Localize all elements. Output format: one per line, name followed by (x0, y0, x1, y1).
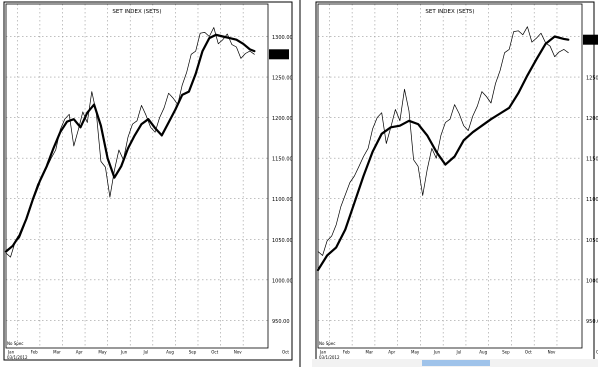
y-tick-label: 950.00 (272, 319, 290, 325)
x-tick-label: Oct (525, 350, 532, 355)
x-tick-label: Sep (502, 350, 510, 355)
x-tick-label: Feb (31, 350, 39, 355)
y-tick-label: 1000.00 (272, 278, 293, 284)
x-tick-label: Aug (479, 350, 487, 355)
y-tick-label: 1250.00 (586, 76, 598, 82)
x-tick-label: Mar (366, 350, 374, 355)
chart-title: SET INDEX (SET5) (112, 9, 161, 15)
x-tick-label: Jun (120, 350, 128, 355)
x-tick-label: Jan (319, 350, 327, 355)
y-tick-label: 1000.00 (586, 278, 598, 284)
last-value-marker (269, 49, 289, 60)
x-tick-label: May (98, 350, 107, 355)
y-tick-label: 1050.00 (272, 238, 293, 244)
x-tick-label: May (411, 350, 420, 355)
x-tick-label: Mar (53, 350, 61, 355)
chart-frame (315, 1, 595, 361)
x-tick-label: Jul (456, 350, 462, 355)
chart-title: SET INDEX (SET5) (425, 9, 474, 15)
plot-area (5, 3, 269, 349)
x-tick-label: Nov (234, 350, 242, 355)
chart-frame (3, 1, 293, 361)
x-tick-label: Jun (433, 350, 441, 355)
chart-panel-2: 950.00 1000.00 1050.00 1100.00 1150.00 1200.0… (315, 1, 598, 361)
bottom-scrollbar[interactable] (312, 359, 598, 367)
charts-root: 950.00 1000.00 1050.00 1100.00 1150.00 1200.0… (3, 1, 598, 361)
footer-date-label: 03/1/2012 (319, 355, 340, 360)
x-tick-label: Aug (166, 350, 174, 355)
y-tick-label: 1150.00 (586, 157, 598, 163)
y-tick-label: 1250.00 (272, 76, 293, 82)
moving-average-line (4, 33, 256, 253)
x-tick-label: Jul (143, 350, 149, 355)
price-line (317, 26, 569, 256)
y-tick-label: 950.00 (586, 319, 598, 325)
corner-label: No Spec (7, 341, 23, 346)
x-tick-label: Oct (211, 350, 218, 355)
moving-average-line (316, 35, 570, 272)
x-tick-label: Jan (7, 350, 15, 355)
plot-area (317, 3, 583, 349)
y-tick-label: 1050.00 (586, 238, 598, 244)
x-tick-label: Apr (76, 350, 83, 355)
x-tick-label: Sep (189, 350, 197, 355)
y-tick-label: 1200.00 (586, 116, 598, 122)
last-value-marker (583, 34, 598, 45)
footer-date-label: 03/1/2012 (7, 355, 28, 360)
x-tick-label: Apr (388, 350, 395, 355)
x-tick-label: Feb (343, 350, 351, 355)
y-tick-label: 1150.00 (272, 157, 293, 163)
right-footer-label: Oct (596, 350, 598, 355)
y-tick-label: 1100.00 (586, 197, 598, 203)
x-tick-label: Nov (548, 350, 556, 355)
y-tick-label: 1100.00 (272, 197, 293, 203)
y-tick-label: 1200.00 (272, 116, 293, 122)
chart-panel-1: 950.00 1000.00 1050.00 1100.00 1150.00 1200.0… (3, 1, 293, 361)
y-tick-label: 1300.00 (272, 35, 293, 41)
corner-label: No Spec (319, 341, 335, 346)
scrollbar-thumb[interactable] (422, 360, 490, 366)
right-footer-label: Oct (282, 350, 289, 355)
